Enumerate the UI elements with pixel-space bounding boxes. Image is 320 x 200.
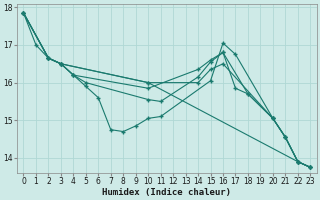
X-axis label: Humidex (Indice chaleur): Humidex (Indice chaleur) (102, 188, 231, 197)
